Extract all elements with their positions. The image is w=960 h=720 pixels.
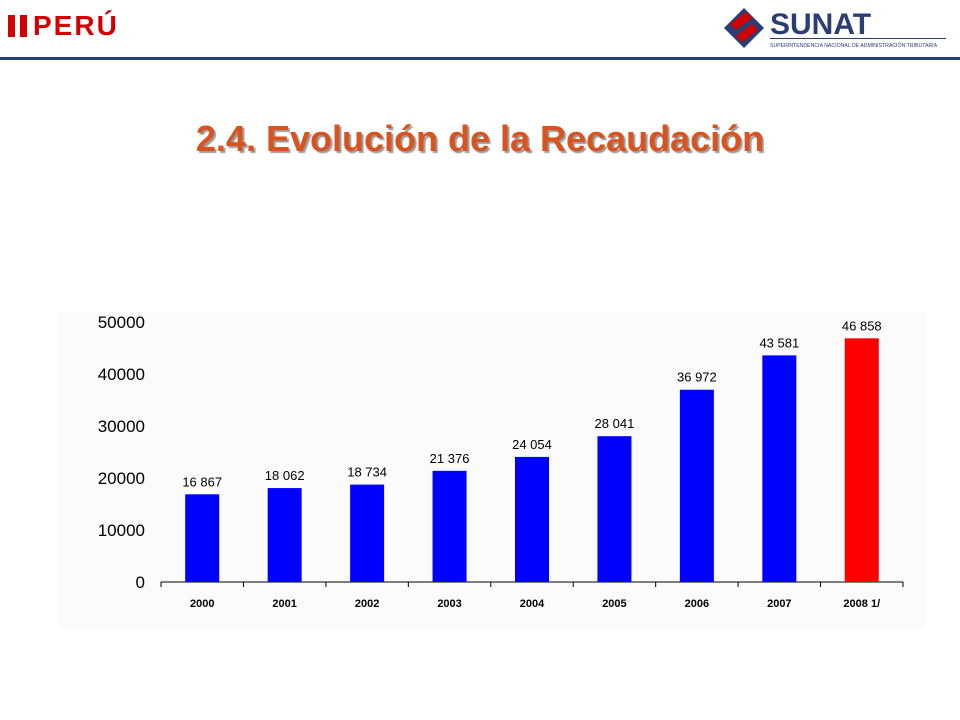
y-tick-label: 20000 xyxy=(98,469,145,488)
data-label: 18 062 xyxy=(265,468,305,483)
bar-2006 xyxy=(679,389,714,582)
revenue-bar-chart: 0 10000 20000 30000 40000 50000 16 867 2000 18 0… xyxy=(98,313,904,610)
sunat-logo: SUNAT SUPERINTENDENCIA NACIONAL DE ADMIN… xyxy=(724,8,946,49)
x-tick-label: 2008 1/ xyxy=(843,598,880,610)
bar-2005 xyxy=(597,436,632,582)
data-label: 43 581 xyxy=(759,335,799,350)
chart-area: 0 10000 20000 30000 40000 50000 16 867 2000 18 0… xyxy=(58,312,926,630)
x-tick-label: 2006 xyxy=(685,598,709,610)
peru-logo: PERÚ xyxy=(8,10,119,42)
peru-bar-left xyxy=(8,15,15,37)
x-tick-label: 2003 xyxy=(437,598,461,610)
bar-20081 xyxy=(844,338,879,582)
y-tick-label: 0 xyxy=(136,573,145,592)
y-tick-label: 10000 xyxy=(98,521,145,540)
x-tick-label: 2001 xyxy=(272,598,296,610)
header-divider xyxy=(0,57,960,60)
data-label: 36 972 xyxy=(677,370,717,385)
bar-2001 xyxy=(267,488,302,582)
bar-2007 xyxy=(762,355,797,582)
bar-2000 xyxy=(185,494,220,582)
data-label: 28 041 xyxy=(595,416,635,431)
sunat-logo-text: SUNAT xyxy=(770,8,871,41)
data-label: 16 867 xyxy=(182,474,222,489)
y-tick-label: 40000 xyxy=(98,365,145,384)
y-tick-label: 50000 xyxy=(98,313,145,332)
peru-logo-bars xyxy=(8,15,27,37)
data-label: 24 054 xyxy=(512,437,552,452)
bar-2002 xyxy=(350,484,385,582)
x-tick-label: 2002 xyxy=(355,598,379,610)
data-label: 46 858 xyxy=(842,318,882,333)
sunat-emblem-icon xyxy=(724,8,764,48)
x-tick-label: 2004 xyxy=(520,598,545,610)
x-tick-label: 2000 xyxy=(190,598,214,610)
peru-logo-text: PERÚ xyxy=(33,10,119,41)
data-label: 18 734 xyxy=(347,465,387,480)
y-tick-label: 30000 xyxy=(98,417,145,436)
sunat-logo-rule xyxy=(770,38,946,39)
sunat-logo-subtitle: SUPERINTENDENCIA NACIONAL DE ADMINISTRAC… xyxy=(770,42,938,49)
page-title: 2.4. Evolución de la Recaudación xyxy=(195,118,765,159)
x-tick-label: 2007 xyxy=(767,598,791,610)
peru-bar-right xyxy=(20,15,27,37)
data-label: 21 376 xyxy=(430,451,470,466)
bar-2003 xyxy=(432,470,467,582)
bar-2004 xyxy=(515,456,549,582)
x-tick-label: 2005 xyxy=(602,598,626,610)
